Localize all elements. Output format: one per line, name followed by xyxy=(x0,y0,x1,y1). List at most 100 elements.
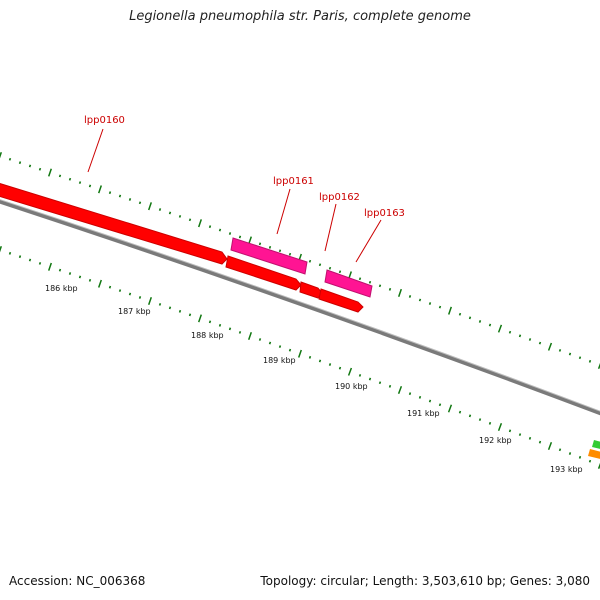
outer-tick xyxy=(8,157,12,161)
outer-tick xyxy=(158,208,162,211)
gene-label-lpp0162[interactable]: lpp0162 xyxy=(319,192,360,203)
outer-tick xyxy=(68,177,72,181)
gene-label-lpp0160[interactable]: lpp0160 xyxy=(84,115,125,126)
outer-tick xyxy=(168,211,172,215)
outer-tick xyxy=(228,232,232,235)
outer-tick xyxy=(88,184,92,188)
inner-tick xyxy=(447,404,453,413)
outer-tick xyxy=(38,167,42,171)
outer-tick xyxy=(58,174,62,178)
inner-tick xyxy=(368,377,372,381)
scale-label-187: 187 kbp xyxy=(118,307,151,316)
outer-tick xyxy=(258,242,262,246)
outer-tick-row xyxy=(0,151,600,370)
gene-lpp0162[interactable] xyxy=(299,281,323,299)
outer-tick xyxy=(138,201,142,205)
inner-tick xyxy=(68,272,72,275)
outer-tick xyxy=(108,191,112,195)
outer-tick xyxy=(508,330,512,334)
outer-tick xyxy=(18,161,22,165)
inner-tick xyxy=(418,395,422,399)
inner-tick xyxy=(508,429,512,433)
outer-tick xyxy=(528,338,532,341)
outer-tick xyxy=(308,259,312,263)
inner-tick xyxy=(438,403,442,407)
outer-tick xyxy=(0,151,3,159)
inner-tick xyxy=(318,359,322,363)
inner-tick xyxy=(8,251,12,255)
inner-tick xyxy=(0,245,3,253)
gene-arrow-forward-4[interactable] xyxy=(318,288,364,313)
gene-lpp0161[interactable] xyxy=(230,237,308,275)
gene-forward-4[interactable] xyxy=(318,288,364,313)
inner-tick xyxy=(547,441,553,450)
inner-tick xyxy=(528,436,532,440)
inner-tick xyxy=(258,338,262,341)
outer-tick xyxy=(588,359,592,363)
outer-tick xyxy=(538,341,542,345)
inner-tick xyxy=(78,275,82,279)
inner-tick xyxy=(97,279,103,288)
inner-tick xyxy=(228,327,232,331)
scale-label-190: 190 kbp xyxy=(335,382,368,391)
gene-edge-green[interactable] xyxy=(592,440,600,450)
inner-tick xyxy=(388,384,392,388)
gene-edge-orange[interactable] xyxy=(588,449,600,460)
inner-tick xyxy=(408,392,412,396)
scale-label-193: 193 kbp xyxy=(550,465,583,474)
outer-tick xyxy=(368,280,372,284)
inner-tick xyxy=(58,268,62,272)
outer-tick xyxy=(197,219,203,228)
outer-tick xyxy=(388,287,392,291)
inner-tick xyxy=(168,306,172,310)
inner-tick xyxy=(338,366,342,370)
gene-arrow-lpp0161[interactable] xyxy=(230,237,308,275)
inner-tick xyxy=(158,303,162,306)
outer-tick xyxy=(78,181,82,184)
inner-tick xyxy=(518,433,522,436)
inner-tick xyxy=(578,455,582,459)
leader-line-lpp0160 xyxy=(87,128,104,173)
gene-arrow-lpp0162[interactable] xyxy=(299,281,323,299)
gene-arrow-forward-2[interactable] xyxy=(225,255,302,291)
outer-tick xyxy=(408,295,412,298)
outer-tick xyxy=(338,270,342,274)
outer-tick xyxy=(597,362,600,370)
outer-tick xyxy=(488,323,492,327)
inner-tick xyxy=(478,418,482,421)
outer-tick xyxy=(288,252,292,256)
scale-label-191: 191 kbp xyxy=(407,409,440,418)
gene-arrow-lpp0163[interactable] xyxy=(324,269,373,298)
inner-tick xyxy=(88,278,92,282)
outer-tick xyxy=(428,302,432,305)
inner-tick xyxy=(47,262,53,271)
outer-tick xyxy=(547,342,553,351)
outer-tick xyxy=(118,194,122,198)
gene-arrow-lpp0160[interactable] xyxy=(0,182,228,265)
outer-tick xyxy=(328,266,332,270)
gene-lpp0160[interactable] xyxy=(0,182,228,265)
inner-tick xyxy=(597,462,600,469)
outer-tick xyxy=(28,164,32,168)
outer-tick xyxy=(97,185,103,194)
outer-tick xyxy=(318,263,322,267)
inner-tick xyxy=(218,323,222,327)
gene-label-lpp0163[interactable]: lpp0163 xyxy=(364,208,405,219)
gene-lpp0163[interactable] xyxy=(324,269,373,298)
genome-summary-text: Topology: circular; Length: 3,503,610 bp… xyxy=(260,574,590,588)
gene-lpp0160b[interactable] xyxy=(225,255,302,291)
inner-tick xyxy=(288,348,292,352)
scale-label-189: 189 kbp xyxy=(263,356,296,365)
outer-tick xyxy=(578,356,582,360)
scale-label-188: 188 kbp xyxy=(191,331,224,340)
gene-label-lpp0161[interactable]: lpp0161 xyxy=(273,176,314,187)
outer-tick xyxy=(418,298,422,302)
inner-tick xyxy=(458,410,462,414)
genome-backbone xyxy=(0,199,600,416)
inner-tick-row xyxy=(0,245,600,469)
inner-tick xyxy=(188,313,192,317)
inner-tick xyxy=(468,414,472,418)
inner-tick xyxy=(128,292,132,296)
inner-tick xyxy=(568,452,572,455)
